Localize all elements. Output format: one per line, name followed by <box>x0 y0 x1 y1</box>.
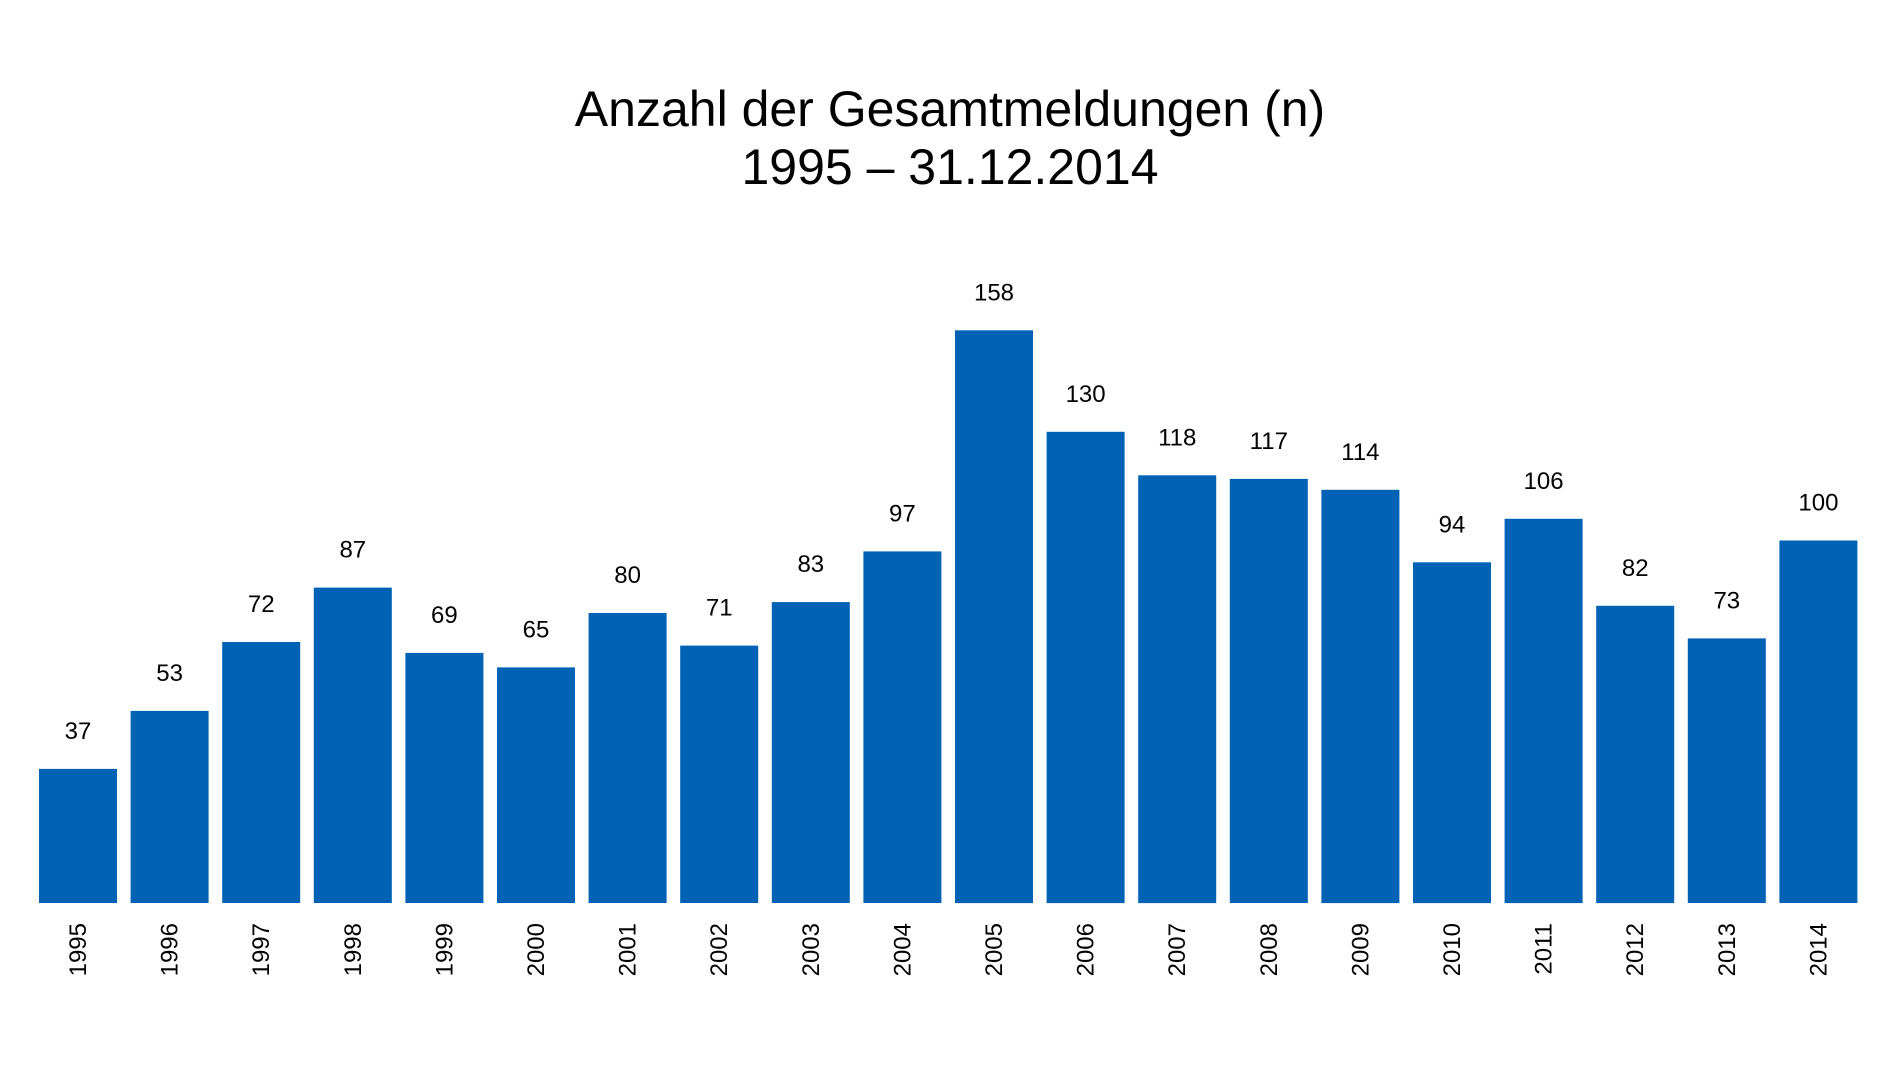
x-tick-label-2007: 2007 <box>1164 923 1191 976</box>
x-tick-label-2014: 2014 <box>1805 923 1832 976</box>
x-tick-label-2001: 2001 <box>615 923 642 976</box>
bar-2005 <box>955 330 1033 904</box>
bar-value-label-2006: 130 <box>1066 381 1106 408</box>
x-tick-label-2004: 2004 <box>889 923 916 976</box>
bar-value-label-2011: 106 <box>1524 468 1564 495</box>
bar-value-label-1996: 53 <box>156 660 183 687</box>
x-tick-label-2008: 2008 <box>1256 923 1283 976</box>
bar-2010 <box>1413 562 1491 904</box>
bar-2000 <box>497 667 575 903</box>
bar-value-label-1999: 69 <box>431 602 458 629</box>
bar-2013 <box>1687 638 1766 903</box>
bar-value-label-2002: 71 <box>706 595 733 622</box>
bar-2004 <box>863 551 942 903</box>
bar-value-label-2000: 65 <box>523 616 550 643</box>
bar-value-label-2009: 114 <box>1341 439 1379 466</box>
x-tick-label-1995: 1995 <box>65 923 92 976</box>
chart-title-block: Anzahl der Gesamtmeldungen (n) 1995 – 31… <box>0 80 1900 196</box>
bar-2011 <box>1504 518 1583 904</box>
bar-1995 <box>39 768 117 903</box>
bar-value-label-2007: 118 <box>1158 424 1196 451</box>
bar-value-label-1995: 37 <box>65 718 92 745</box>
bar-1998 <box>313 587 392 903</box>
bar-2001 <box>588 613 667 903</box>
x-tick-label-2011: 2011 <box>1531 923 1558 975</box>
bar-2009 <box>1321 489 1400 904</box>
x-tick-label-2003: 2003 <box>798 923 825 976</box>
x-tick-label-2010: 2010 <box>1439 923 1466 976</box>
bar-1997 <box>222 642 301 903</box>
bar-value-label-2014: 100 <box>1798 490 1838 517</box>
x-tick-label-2002: 2002 <box>706 923 733 976</box>
x-tick-label-2005: 2005 <box>981 923 1008 976</box>
bar-2008 <box>1229 478 1308 903</box>
x-tick-label-2009: 2009 <box>1347 923 1374 976</box>
x-tick-label-2006: 2006 <box>1073 923 1100 976</box>
bar-value-label-2003: 83 <box>797 551 824 578</box>
bar-2002 <box>680 645 759 903</box>
x-tick-label-1997: 1997 <box>248 923 275 976</box>
value-labels-group: 37 53 72 87 69 65 80 71 83 97 158 130 118 117 114 94 106… <box>65 279 1839 745</box>
bar-2003 <box>771 602 850 903</box>
bar-value-label-2008: 117 <box>1250 428 1288 455</box>
bar-2014 <box>1779 540 1858 903</box>
bar-value-label-2010: 94 <box>1439 511 1466 538</box>
x-tick-label-2012: 2012 <box>1622 923 1649 976</box>
x-axis-tick-labels: 1995 1996 1997 1998 1999 2000 2001 2002 2003 2004… <box>65 923 1832 976</box>
x-tick-label-2013: 2013 <box>1714 923 1741 976</box>
bar-2012 <box>1596 605 1675 904</box>
bars-group <box>39 330 1858 904</box>
bar-2006 <box>1046 431 1125 904</box>
x-tick-label-2000: 2000 <box>523 923 550 976</box>
bar-value-label-2001: 80 <box>614 562 641 589</box>
x-tick-label-1999: 1999 <box>431 923 458 976</box>
bar-value-label-2013: 73 <box>1713 587 1740 614</box>
x-tick-label-1996: 1996 <box>157 923 184 976</box>
bar-1999 <box>405 652 484 903</box>
x-tick-label-1998: 1998 <box>340 923 367 976</box>
bar-value-label-1998: 87 <box>339 537 366 564</box>
bar-value-label-2005: 158 <box>974 279 1014 306</box>
bar-1996 <box>130 710 209 903</box>
bar-value-label-1997: 72 <box>248 591 275 618</box>
chart-subtitle: 1995 – 31.12.2014 <box>741 139 1159 195</box>
bar-2007 <box>1138 475 1217 904</box>
chart-title: Anzahl der Gesamtmeldungen (n) <box>574 81 1326 137</box>
bar-value-label-2004: 97 <box>889 500 916 527</box>
bar-value-label-2012: 82 <box>1622 555 1649 582</box>
